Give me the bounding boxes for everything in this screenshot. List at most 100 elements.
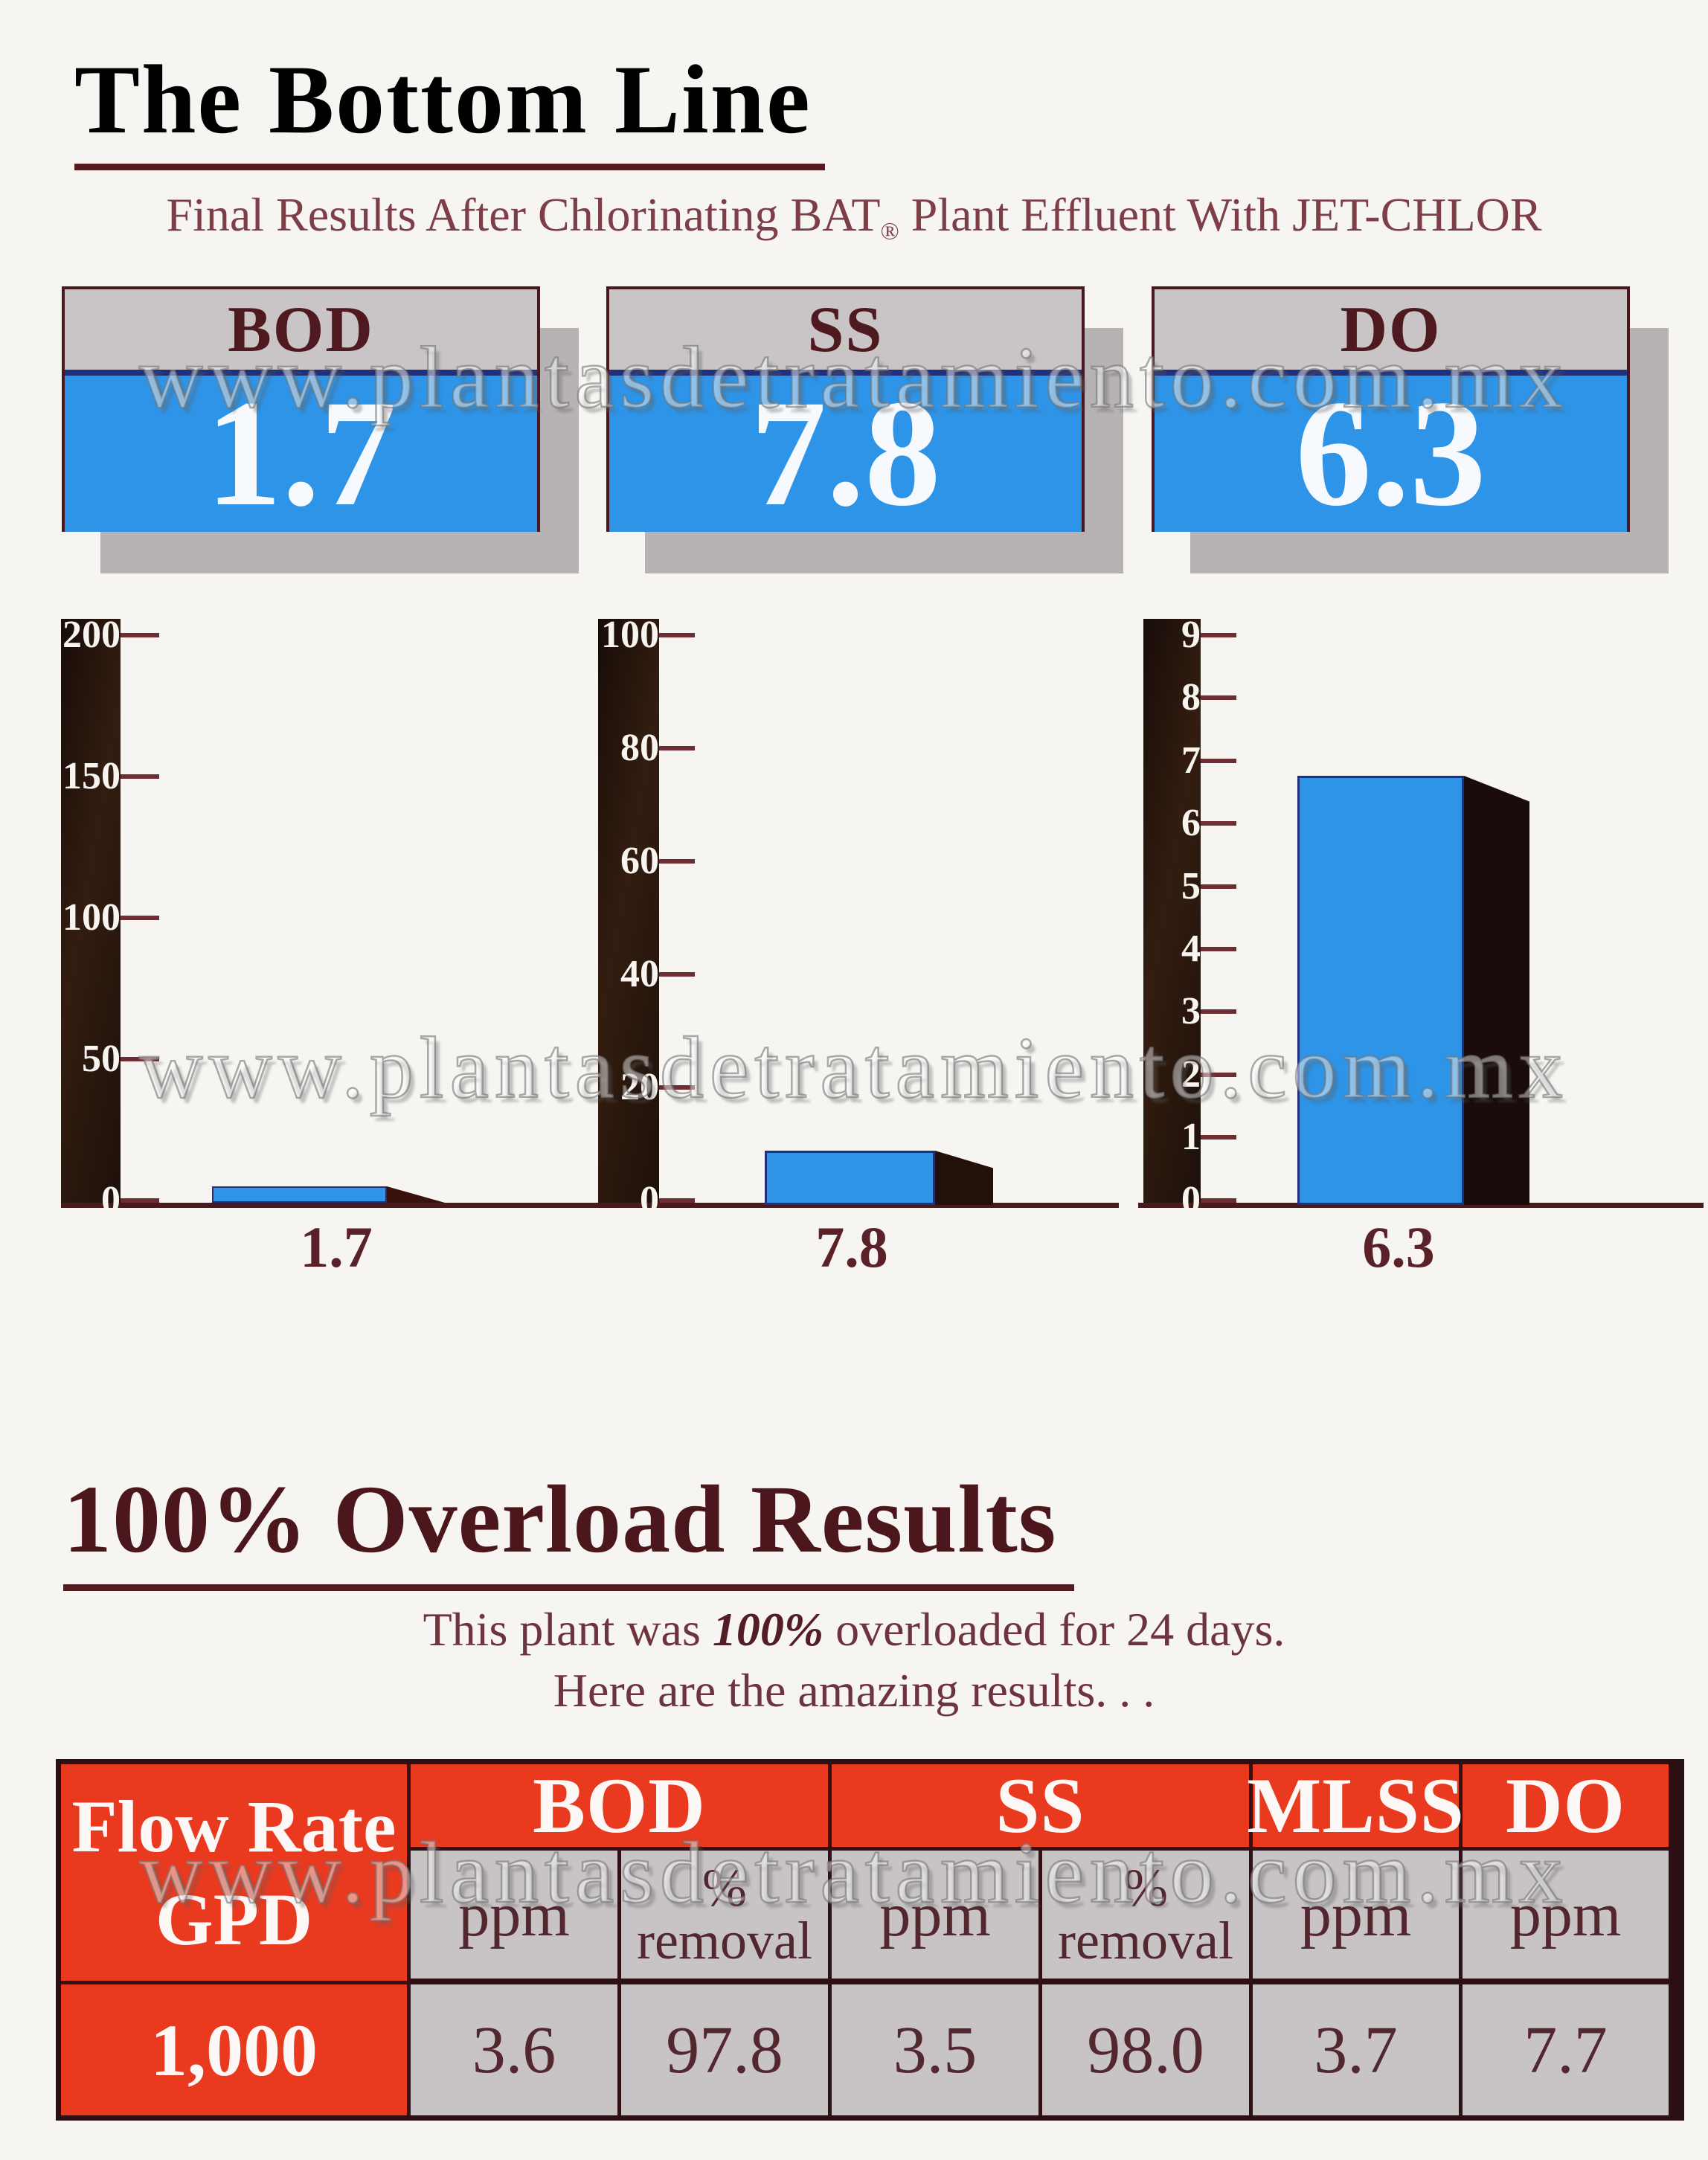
overload-results-table: Flow Rate GPD BOD SS MLSS DO ppm % remov… bbox=[56, 1759, 1684, 2121]
table-subheader-do-ppm: ppm bbox=[1463, 1851, 1669, 1984]
do-tick-0: 0 bbox=[1181, 1179, 1201, 1221]
do-bar-value-label: 6.3 bbox=[1362, 1215, 1435, 1279]
table-cell-flow-rate-value: 1,000 bbox=[61, 1984, 411, 2115]
ss-tick-80: 80 bbox=[620, 727, 659, 769]
do-tick-1: 1 bbox=[1181, 1116, 1201, 1158]
ss-tickmark bbox=[659, 1198, 695, 1203]
watermark-top: www.plantasdetratamiento.com.mx bbox=[138, 328, 1569, 428]
ss-chart-baseline bbox=[598, 1203, 1119, 1208]
table-subheader-bod-removal: % removal bbox=[621, 1851, 832, 1984]
ss-bar-chart: 100 80 60 40 20 0 7.8 bbox=[598, 610, 1123, 1279]
table-cell-do-ppm: 7.7 bbox=[1463, 1984, 1669, 2115]
bod-tickmark bbox=[121, 916, 159, 920]
overload-line2: Here are the amazing results. . . bbox=[553, 1663, 1155, 1717]
do-chart-axis bbox=[1143, 619, 1201, 1206]
flow-rate-label-line1: Flow Rate bbox=[71, 1784, 396, 1868]
percent-sign: % bbox=[702, 1858, 747, 1918]
do-tickmark bbox=[1201, 1073, 1236, 1077]
do-bar-chart: 9 8 7 6 5 4 3 2 1 0 6.3 bbox=[1138, 610, 1708, 1279]
bod-bar bbox=[212, 1186, 387, 1203]
do-value-card: DO 6.3 bbox=[1152, 286, 1630, 532]
do-tick-4: 4 bbox=[1181, 928, 1201, 970]
bod-chart-baseline bbox=[61, 1203, 604, 1208]
do-tickmark bbox=[1201, 759, 1236, 763]
do-tick-9: 9 bbox=[1181, 614, 1201, 656]
bod-card-header: BOD bbox=[65, 289, 537, 370]
ss-value-card: SS 7.8 bbox=[606, 286, 1085, 532]
do-tick-3: 3 bbox=[1181, 990, 1201, 1032]
bod-tick-50: 50 bbox=[82, 1038, 121, 1080]
ss-tickmark bbox=[659, 859, 695, 864]
ss-bar-3d-side bbox=[935, 1151, 993, 1205]
bod-tickmark bbox=[121, 774, 159, 779]
bod-tick-100: 100 bbox=[62, 896, 121, 939]
do-tick-8: 8 bbox=[1181, 676, 1201, 719]
table-subheader-bod-ppm: ppm bbox=[411, 1851, 621, 1984]
ss-tick-40: 40 bbox=[620, 953, 659, 995]
table-cell-bod-removal: 97.8 bbox=[621, 1984, 832, 2115]
bod-tickmark bbox=[121, 1198, 159, 1203]
ss-chart-axis bbox=[598, 619, 659, 1206]
overload-line1-pre: This plant was bbox=[423, 1603, 713, 1656]
do-bar bbox=[1297, 776, 1464, 1205]
ss-tick-20: 20 bbox=[620, 1066, 659, 1108]
table-subheader-mlss-ppm: ppm bbox=[1253, 1851, 1463, 1984]
bod-tick-150: 150 bbox=[62, 755, 121, 797]
watermark-bottom: www.plantasdetratamiento.com.mx bbox=[138, 1823, 1569, 1923]
do-tickmark bbox=[1201, 695, 1236, 700]
watermark-middle: www.plantasdetratamiento.com.mx bbox=[138, 1018, 1569, 1118]
ss-tickmark bbox=[659, 1085, 695, 1090]
do-tick-2: 2 bbox=[1181, 1053, 1201, 1096]
ss-card-header: SS bbox=[609, 289, 1082, 370]
table-cell-ss-ppm: 3.5 bbox=[832, 1984, 1042, 2115]
table-header-ss: SS bbox=[832, 1762, 1253, 1851]
bod-tickmark bbox=[121, 1057, 159, 1061]
table-cell-mlss-ppm: 3.7 bbox=[1253, 1984, 1463, 2115]
do-card-value: 6.3 bbox=[1295, 368, 1486, 538]
do-bar-3d-side bbox=[1464, 776, 1529, 1205]
do-tickmark bbox=[1201, 821, 1236, 826]
subtitle-text-post: Plant Effluent With JET-CHLOR bbox=[899, 188, 1542, 241]
bod-tick-200: 200 bbox=[62, 614, 121, 656]
flow-rate-label-line2: GPD bbox=[155, 1877, 313, 1961]
bod-card-body: 1.7 bbox=[65, 370, 537, 532]
ss-bar bbox=[765, 1151, 935, 1205]
do-tick-6: 6 bbox=[1181, 802, 1201, 844]
ss-card-body: 7.8 bbox=[609, 370, 1082, 532]
ss-tick-100: 100 bbox=[601, 614, 659, 656]
overload-line1-post: overloaded for 24 days. bbox=[824, 1603, 1285, 1656]
bod-chart-axis bbox=[61, 619, 121, 1206]
removal-label: removal bbox=[637, 1911, 812, 1970]
ss-bar-value-label: 7.8 bbox=[815, 1215, 888, 1279]
overload-heading: 100% Overload Results bbox=[63, 1471, 1075, 1591]
table-header-mlss: MLSS bbox=[1247, 1762, 1464, 1851]
page-title: The Bottom Line bbox=[74, 51, 825, 170]
ss-tickmark bbox=[659, 633, 695, 637]
overload-paragraph: This plant was 100% overloaded for 24 da… bbox=[0, 1599, 1708, 1721]
do-tickmark bbox=[1201, 1198, 1236, 1203]
do-tickmark bbox=[1201, 633, 1236, 637]
do-card-body: 6.3 bbox=[1155, 370, 1627, 532]
table-subheader-ss-ppm: ppm bbox=[832, 1851, 1042, 1984]
table-subheader-ss-removal: % removal bbox=[1042, 1851, 1253, 1984]
bod-tickmark bbox=[121, 633, 159, 637]
bod-bar-3d-side bbox=[387, 1186, 445, 1203]
do-tick-7: 7 bbox=[1181, 739, 1201, 782]
bod-value-card: BOD 1.7 bbox=[62, 286, 540, 532]
bod-tick-0: 0 bbox=[101, 1179, 121, 1221]
ss-tick-0: 0 bbox=[640, 1179, 659, 1221]
ss-tick-60: 60 bbox=[620, 840, 659, 882]
registered-trademark-symbol: ® bbox=[880, 217, 899, 245]
do-tickmark bbox=[1201, 1135, 1236, 1140]
percent-sign: % bbox=[1123, 1858, 1168, 1918]
bod-card-value: 1.7 bbox=[205, 368, 396, 538]
page-subtitle: Final Results After Chlorinating BAT® Pl… bbox=[0, 187, 1708, 246]
overload-line1-highlight: 100% bbox=[712, 1603, 824, 1656]
do-card-header: DO bbox=[1155, 289, 1627, 370]
removal-label: removal bbox=[1058, 1911, 1233, 1970]
ss-card-value: 7.8 bbox=[750, 368, 941, 538]
do-tickmark bbox=[1201, 1009, 1236, 1014]
table-header-bod: BOD bbox=[411, 1762, 832, 1851]
subtitle-text-pre: Final Results After Chlorinating BAT bbox=[166, 188, 881, 241]
